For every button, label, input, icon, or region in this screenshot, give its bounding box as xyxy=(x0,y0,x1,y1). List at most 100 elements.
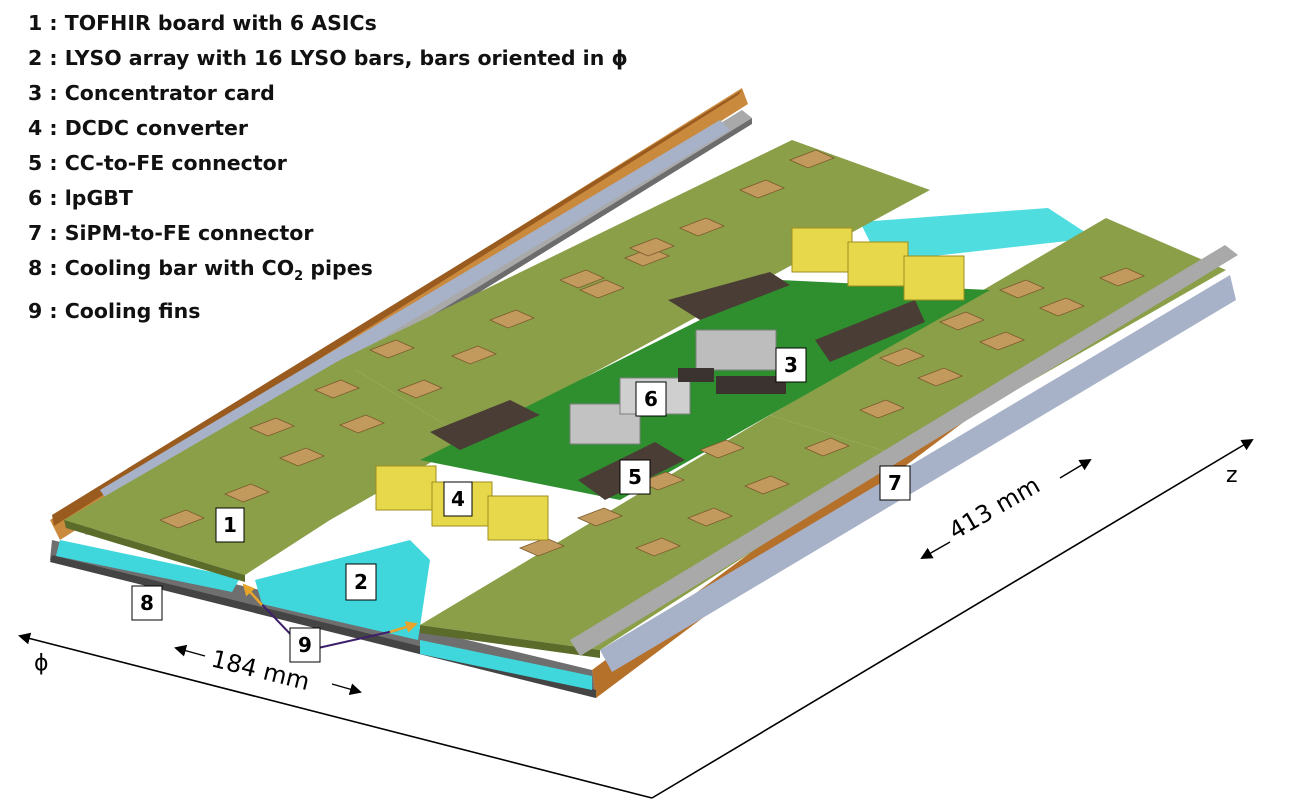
lyso-array-back xyxy=(860,208,1094,262)
legend-sep: : xyxy=(42,11,65,35)
legend-sep: : xyxy=(42,299,65,324)
asic-chip xyxy=(223,483,271,503)
callout-2: 2 xyxy=(345,563,377,601)
callout-4: 4 xyxy=(443,481,473,517)
legend-num: 9 xyxy=(28,299,43,324)
legend-item-1: 1 : TOFHIR board with 6 ASICs xyxy=(28,6,628,41)
asic-chip xyxy=(1098,267,1146,287)
legend-item-7: 7 : SiPM-to-FE connector xyxy=(28,216,628,251)
tofhir-board-edge-left xyxy=(64,520,245,582)
callout-box xyxy=(289,627,321,663)
callout-label: 4 xyxy=(451,487,465,511)
dcdc-converter xyxy=(791,227,853,273)
legend-item-5: 5 : CC-to-FE connector xyxy=(28,146,628,181)
asic-chip xyxy=(998,279,1046,299)
callout-label: 7 xyxy=(888,471,902,495)
callout-7: 7 xyxy=(879,465,911,501)
legend-num: 1 xyxy=(28,11,43,35)
dcdc-converter xyxy=(847,241,909,287)
asic-chip xyxy=(158,509,206,529)
tofhir-board-edge-right xyxy=(420,625,600,658)
callout-label: 9 xyxy=(298,633,312,657)
small-chip xyxy=(716,376,786,394)
callout-box xyxy=(775,347,807,383)
legend-text: SiPM-to-FE connector xyxy=(64,221,314,245)
legend-num: 6 xyxy=(28,186,43,210)
legend-text: DCDC converter xyxy=(64,116,249,140)
legend-item-8: 8 : Cooling bar with CO2 pipes xyxy=(28,251,628,294)
length-dimension-arrow-left xyxy=(920,541,951,559)
width-dimension-arrow-left xyxy=(174,644,206,657)
rail-left-blue-strip xyxy=(100,120,730,502)
z-axis-line xyxy=(651,438,1254,799)
asic-chip xyxy=(450,345,498,365)
callout-label: 8 xyxy=(140,591,154,615)
legend-item-6: 6 : lpGBT xyxy=(28,181,628,216)
legend-sep: : xyxy=(42,46,65,70)
fin-arrow-right-head xyxy=(389,621,418,634)
callout-box xyxy=(215,507,245,543)
asic-chip xyxy=(488,309,536,329)
asic-chip xyxy=(686,507,734,527)
legend-num: 2 xyxy=(28,46,43,70)
asic-chip xyxy=(978,331,1026,351)
phi-axis-line xyxy=(18,632,653,799)
rail-right-grey xyxy=(570,245,1238,656)
callout-9: 9 xyxy=(289,627,321,663)
asic-chip xyxy=(558,269,606,289)
asic-chip xyxy=(916,367,964,387)
legend: 1 : TOFHIR board with 6 ASICs 2 : LYSO a… xyxy=(28,6,628,329)
legend-item-9: 9 : Cooling fins xyxy=(28,294,628,329)
legend-text-after: pipes xyxy=(303,256,373,280)
asic-chip xyxy=(634,537,682,557)
lyso-array-front-left xyxy=(56,540,240,592)
cc-to-fe-connector-back-left xyxy=(668,272,790,320)
legend-num: 4 xyxy=(28,116,43,140)
asic-chip xyxy=(278,447,326,467)
asic-chip xyxy=(628,237,676,257)
dcdc-converter xyxy=(375,465,437,511)
callout-box xyxy=(443,481,473,517)
asic-chip xyxy=(738,179,786,199)
tofhir-board-back-left xyxy=(340,140,930,440)
concentrator-chip xyxy=(695,329,777,371)
asic-chip xyxy=(878,347,926,367)
legend-text: CC-to-FE connector xyxy=(64,151,287,175)
asic-chip xyxy=(518,537,566,557)
asic-chip xyxy=(858,399,906,419)
small-chip xyxy=(678,368,714,382)
asic-chip xyxy=(1038,297,1086,317)
z-axis-label: z xyxy=(1226,463,1238,488)
asic-chip xyxy=(678,217,726,237)
callout-5: 5 xyxy=(619,459,651,495)
tofhir-board-front-right xyxy=(420,415,900,650)
asic-chip xyxy=(788,149,836,169)
callout-3: 3 xyxy=(775,347,807,383)
asic-chip xyxy=(368,339,416,359)
legend-sep: : xyxy=(42,116,65,140)
asic-chip xyxy=(638,471,686,491)
callout-box xyxy=(879,465,911,501)
callout-6: 6 xyxy=(635,381,667,417)
cooling-fin-arrows xyxy=(242,583,418,649)
legend-sep: : xyxy=(42,81,65,105)
legend-item-3: 3 : Concentrator card xyxy=(28,76,628,111)
asic-chip xyxy=(313,379,361,399)
phi-axis-label: ϕ xyxy=(34,651,49,676)
callouts: 1 2 3 4 5 6 7 8 xyxy=(131,347,911,663)
dcdc-converter xyxy=(903,255,965,301)
callout-8: 8 xyxy=(131,585,163,621)
callout-box xyxy=(635,381,667,417)
callout-label: 2 xyxy=(354,570,368,594)
fin-arrow-right xyxy=(317,629,399,649)
legend-text: Concentrator card xyxy=(64,81,275,105)
callout-label: 3 xyxy=(784,353,798,377)
legend-text: TOFHIR board with 6 ASICs xyxy=(64,11,377,35)
callout-box xyxy=(345,563,377,601)
cc-to-fe-connector-back-right xyxy=(815,300,925,362)
lyso-array-front-right xyxy=(420,640,592,690)
legend-sep: : xyxy=(42,256,65,280)
axes: ϕ z xyxy=(18,438,1254,799)
connectors xyxy=(430,272,925,500)
callout-1: 1 xyxy=(215,507,245,543)
